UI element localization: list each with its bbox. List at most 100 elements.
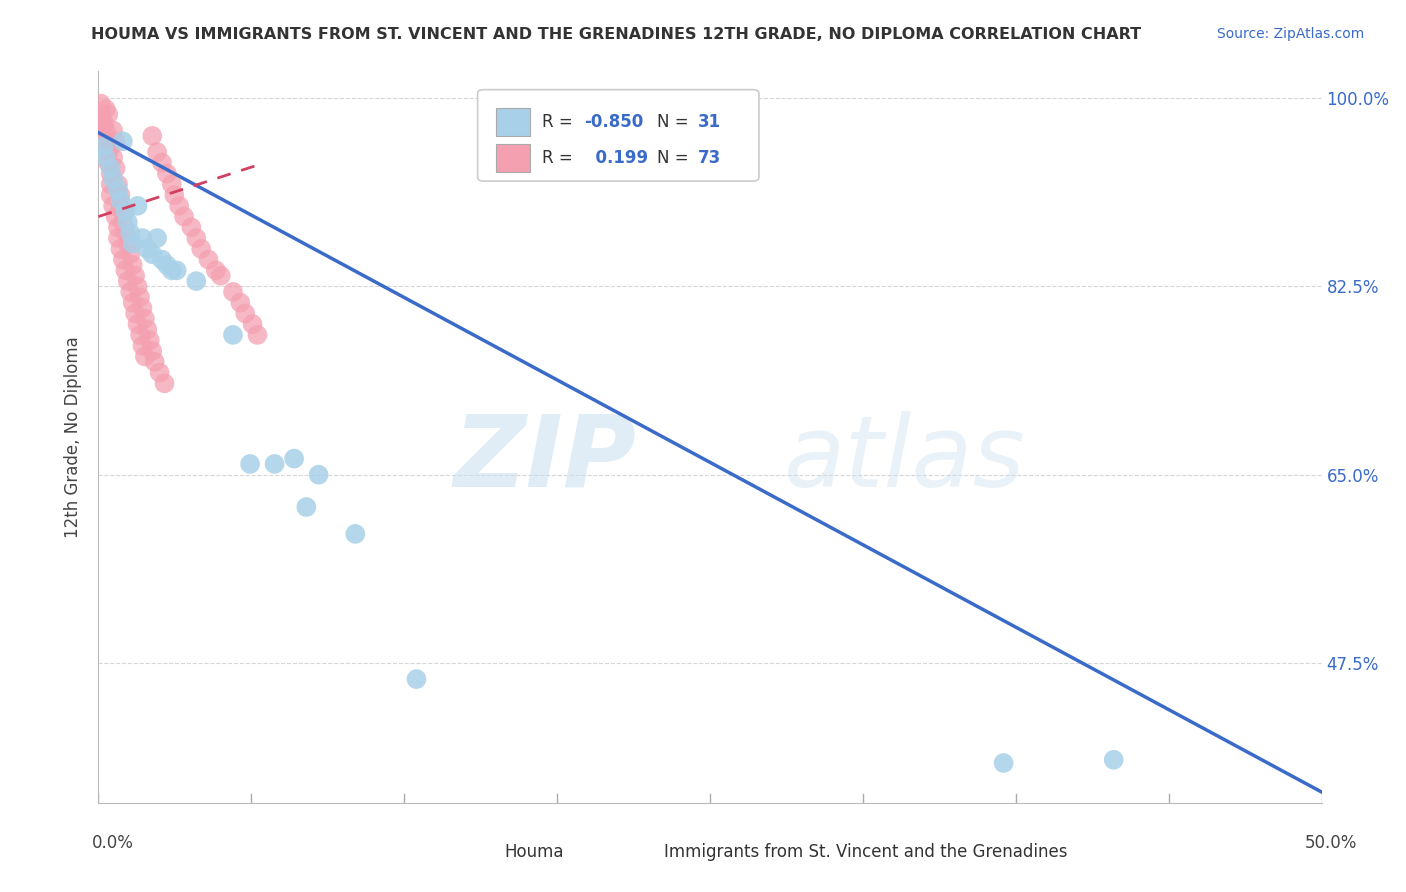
Point [242, 317, 264, 331]
FancyBboxPatch shape [478, 90, 759, 181]
FancyBboxPatch shape [619, 837, 655, 867]
Point [100, 167, 122, 181]
Point [100, 161, 122, 176]
Point [1102, 753, 1125, 767]
Point [229, 295, 252, 310]
Point [134, 350, 156, 364]
Point [121, 236, 143, 251]
Point [295, 500, 318, 514]
Point [97, 145, 120, 159]
Point [111, 204, 134, 219]
Point [186, 274, 208, 288]
Text: 31: 31 [697, 113, 721, 131]
Point [114, 204, 136, 219]
Point [136, 242, 159, 256]
Point [149, 366, 172, 380]
Point [186, 231, 208, 245]
Point [283, 451, 305, 466]
Point [90, 96, 112, 111]
Point [120, 247, 142, 261]
Point [153, 376, 176, 391]
Point [308, 467, 330, 482]
Point [97, 155, 120, 169]
Point [141, 344, 163, 359]
Text: ZIP: ZIP [454, 410, 637, 508]
Point [111, 252, 134, 267]
Point [101, 172, 124, 186]
Point [91, 115, 114, 129]
Text: HOUMA VS IMMIGRANTS FROM ST. VINCENT AND THE GRENADINES 12TH GRADE, NO DIPLOMA C: HOUMA VS IMMIGRANTS FROM ST. VINCENT AND… [91, 27, 1142, 42]
Point [104, 134, 127, 148]
Point [104, 161, 127, 176]
Point [121, 295, 143, 310]
Point [222, 285, 245, 299]
Text: Source: ZipAtlas.com: Source: ZipAtlas.com [1216, 27, 1364, 41]
Point [117, 215, 139, 229]
Point [141, 247, 163, 261]
Point [101, 123, 124, 137]
Point [107, 231, 129, 245]
Point [127, 199, 149, 213]
Point [139, 333, 162, 347]
Text: 0.199: 0.199 [583, 149, 648, 167]
Point [110, 194, 132, 208]
Point [127, 279, 149, 293]
Point [107, 220, 129, 235]
Point [101, 150, 124, 164]
FancyBboxPatch shape [496, 108, 530, 136]
Point [107, 178, 129, 192]
Point [160, 178, 183, 192]
Point [111, 215, 134, 229]
Point [121, 258, 143, 272]
Text: Houma: Houma [505, 843, 564, 861]
Point [405, 672, 427, 686]
Point [127, 317, 149, 331]
Point [131, 231, 153, 245]
Point [117, 274, 139, 288]
Point [993, 756, 1015, 770]
Point [134, 311, 156, 326]
Point [100, 139, 122, 153]
Point [131, 338, 153, 352]
Point [246, 327, 269, 342]
Point [101, 199, 124, 213]
Text: -0.850: -0.850 [583, 113, 644, 131]
Point [100, 188, 122, 202]
Point [100, 178, 122, 192]
Point [146, 145, 169, 159]
Point [94, 134, 117, 148]
Point [173, 210, 195, 224]
Point [146, 231, 169, 245]
Point [114, 263, 136, 277]
Point [160, 263, 183, 277]
Point [150, 155, 173, 169]
Point [209, 268, 232, 283]
Point [129, 290, 152, 304]
Point [263, 457, 285, 471]
Point [141, 128, 163, 143]
Point [129, 327, 152, 342]
FancyBboxPatch shape [460, 837, 496, 867]
Point [150, 252, 173, 267]
Point [163, 188, 186, 202]
Point [222, 327, 245, 342]
Point [205, 263, 228, 277]
Point [190, 242, 212, 256]
Point [180, 220, 202, 235]
Text: 0.0%: 0.0% [91, 834, 134, 852]
Point [233, 306, 256, 320]
Y-axis label: 12th Grade, No Diploma: 12th Grade, No Diploma [65, 336, 83, 538]
Point [107, 183, 129, 197]
Text: R =: R = [543, 113, 578, 131]
Point [124, 306, 146, 320]
Text: 73: 73 [697, 149, 721, 167]
Point [197, 252, 219, 267]
Text: atlas: atlas [783, 410, 1025, 508]
Point [97, 107, 120, 121]
Point [104, 210, 127, 224]
Point [120, 285, 142, 299]
Point [111, 134, 134, 148]
Point [239, 457, 262, 471]
Point [110, 188, 132, 202]
Text: N =: N = [658, 113, 695, 131]
